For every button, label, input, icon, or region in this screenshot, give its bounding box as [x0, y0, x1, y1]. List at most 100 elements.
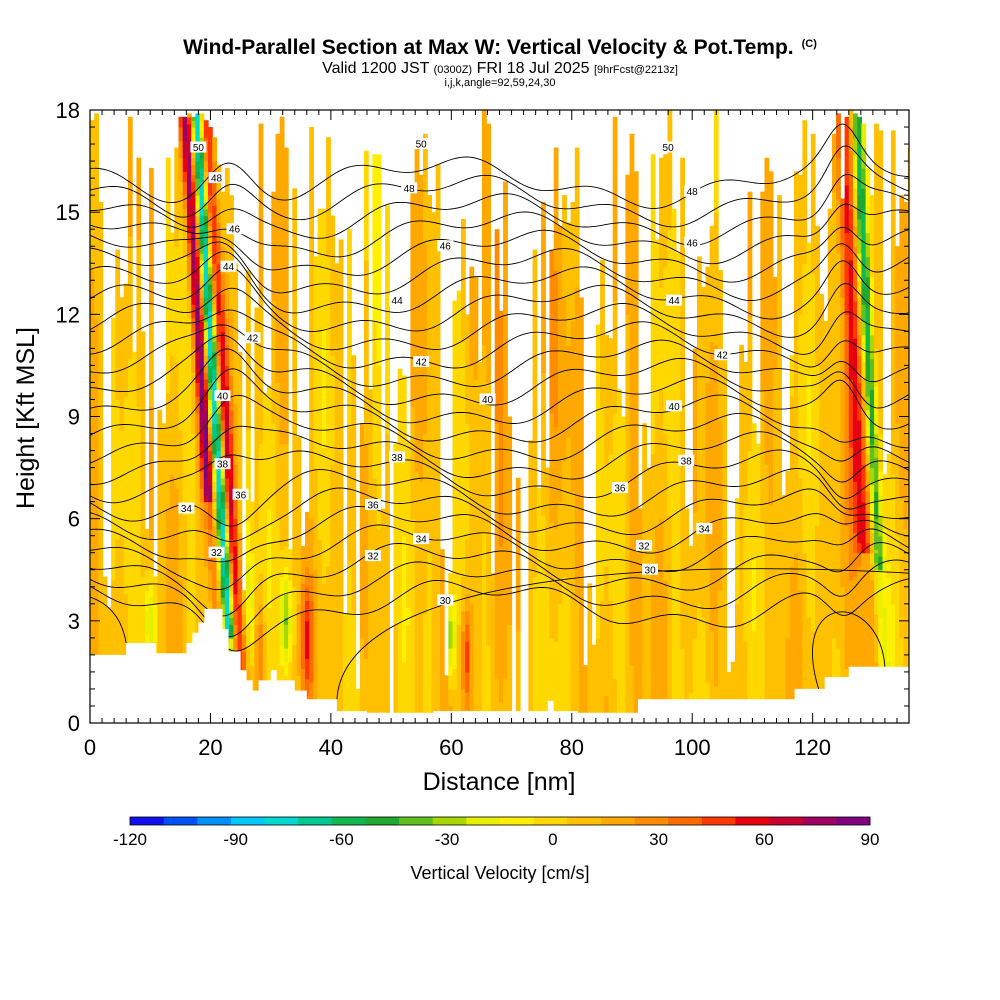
- colorbar-swatch: [735, 817, 770, 825]
- colorbar-swatch: [365, 817, 400, 825]
- theta-label: 48: [208, 172, 225, 185]
- theta-contour: [90, 251, 909, 320]
- colorbar: -120 -90 -60 -30 0 30 60 90: [113, 816, 879, 849]
- colorbar-swatch: [668, 817, 703, 825]
- colorbar-swatch: [230, 817, 265, 825]
- terrain-area: [90, 608, 909, 723]
- y-tick-label: 6: [68, 507, 80, 532]
- theta-label: 40: [666, 400, 683, 413]
- x-tick-label: 40: [319, 735, 343, 760]
- colorbar-swatch: [432, 817, 467, 825]
- colorbar-frame: [129, 816, 871, 826]
- theta-label-text: 46: [687, 238, 699, 249]
- theta-label-bg: [208, 172, 225, 184]
- theta-label-text: 42: [717, 351, 729, 362]
- theta-label-bg: [413, 138, 430, 150]
- vertical-velocity-field: [90, 110, 909, 723]
- colorbar-tick-label: -60: [329, 830, 354, 849]
- theta-label: 38: [389, 451, 406, 464]
- theta-label-text: 32: [211, 548, 223, 559]
- theta-label: 38: [214, 458, 231, 471]
- theta-contour: [90, 226, 909, 283]
- colorbar-tick-label: 0: [548, 830, 557, 849]
- theta-label-bg: [214, 390, 231, 402]
- theta-label-bg: [696, 522, 713, 534]
- theta-label-bg: [479, 393, 496, 405]
- theta-label-text: 42: [416, 358, 428, 369]
- theta-label-bg: [642, 563, 659, 575]
- theta-label-bg: [437, 240, 454, 252]
- theta-label: 30: [437, 594, 454, 607]
- theta-label-text: 38: [392, 453, 404, 464]
- x-tick-label: 100: [674, 735, 711, 760]
- theta-contour: [812, 611, 886, 690]
- theta-contour: [90, 542, 909, 617]
- theta-label-text: 32: [638, 541, 650, 552]
- colorbar-swatch: [163, 817, 198, 825]
- theta-label: 36: [365, 499, 381, 512]
- theta-contour: [90, 506, 909, 563]
- theta-labels: 50 50 50 48 48 48 46 46 46 44 44 44 42 42 42 40 40 40 38 38…: [178, 138, 731, 607]
- theta-label-bg: [636, 539, 652, 551]
- colorbar-swatch: [802, 817, 837, 825]
- colorbar-tick-label: -30: [435, 830, 460, 849]
- theta-label: 34: [413, 533, 430, 546]
- x-tick-label: 120: [794, 735, 831, 760]
- theta-label-text: 48: [687, 187, 699, 198]
- colorbar-tick-label: -90: [223, 830, 248, 849]
- theta-contour: [90, 287, 909, 355]
- theta-label: 46: [437, 240, 454, 253]
- theta-label-bg: [178, 502, 195, 514]
- theta-label: 40: [479, 393, 496, 406]
- title-main: Wind-Parallel Section at Max W: Vertical…: [183, 36, 794, 59]
- theta-contour: [90, 309, 909, 369]
- theta-label-bg: [365, 550, 381, 562]
- theta-label-bg: [413, 356, 430, 367]
- theta-label: 40: [214, 390, 231, 403]
- colorbar-swatch: [197, 817, 232, 825]
- theta-label: 48: [684, 185, 701, 198]
- y-tick-label: 9: [68, 405, 80, 430]
- theta-label: 44: [666, 294, 683, 307]
- x-tick-label: 0: [84, 735, 96, 760]
- theta-label: 32: [208, 546, 225, 559]
- theta-contour: [90, 241, 909, 301]
- theta-contour: [90, 524, 909, 591]
- theta-label-text: 46: [440, 242, 452, 253]
- colorbar-tick-label: 30: [649, 830, 668, 849]
- theta-label-bg: [666, 294, 683, 306]
- y-tick-label: 3: [68, 609, 80, 634]
- theta-label-bg: [714, 349, 731, 361]
- colorbar-swatch: [600, 817, 635, 825]
- theta-label-bg: [389, 451, 406, 463]
- theta-label-text: 48: [404, 184, 416, 195]
- theta-label-bg: [208, 546, 225, 558]
- theta-label-bg: [389, 294, 406, 306]
- x-tick-label: 80: [560, 735, 584, 760]
- theta-contour: [336, 568, 909, 700]
- theta-label-text: 48: [211, 174, 223, 185]
- theta-contour: [90, 334, 909, 409]
- theta-label-bg: [684, 236, 701, 248]
- colorbar-swatch: [264, 817, 299, 825]
- chart-subtitle: Valid 1200 JST (0300Z) FRI 18 Jul 2025 […: [0, 60, 1000, 78]
- colorbar-swatch: [634, 817, 669, 825]
- theta-contour: [90, 145, 909, 228]
- theta-label-bg: [220, 260, 237, 272]
- theta-label-text: 30: [645, 565, 657, 576]
- colorbar-swatch: [533, 817, 568, 825]
- theta-label-text: 30: [440, 596, 452, 607]
- theta-label: 44: [220, 260, 237, 273]
- colorbar-swatch: [769, 817, 804, 825]
- colorbar-label: Vertical Velocity [cm/s]: [410, 863, 590, 883]
- colorbar-swatch: [298, 817, 333, 825]
- theta-label-text: 36: [614, 484, 626, 495]
- valid-prefix: Valid 1200 JST: [322, 60, 430, 77]
- theta-contour: [90, 487, 909, 542]
- theta-label-bg: [365, 499, 381, 510]
- colorbar-swatch: [331, 817, 366, 825]
- theta-label: 32: [365, 550, 381, 563]
- theta-label-bg: [401, 182, 418, 194]
- x-axis-label: Distance [nm]: [423, 768, 576, 796]
